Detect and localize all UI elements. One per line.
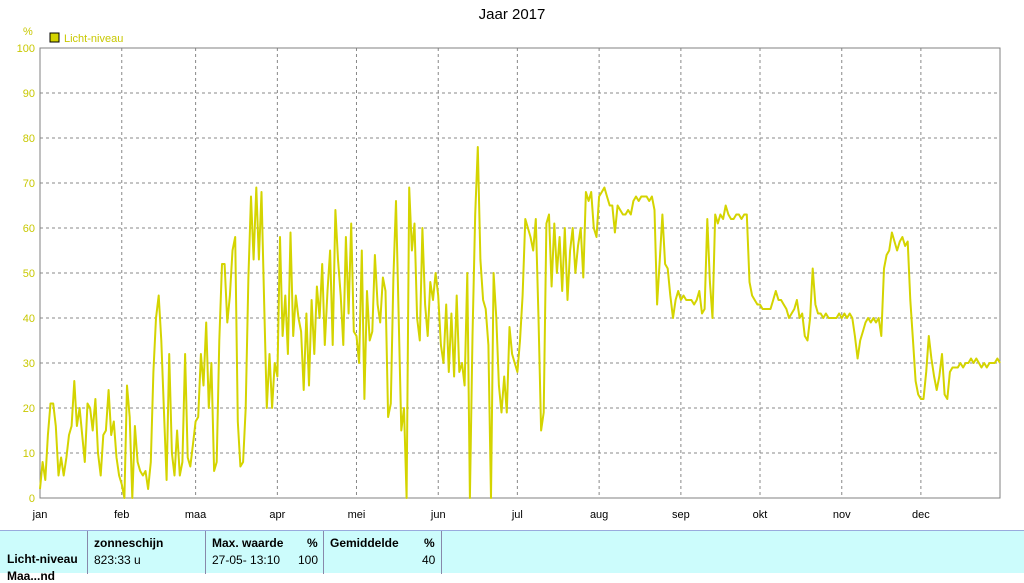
y-tick-label: 80	[23, 133, 35, 145]
legend-label: Licht-niveau	[64, 33, 123, 45]
x-tick-label-jun: jun	[430, 509, 446, 521]
avg-value: 40	[422, 553, 436, 567]
summary-row-label: Licht-niveau	[7, 552, 78, 566]
chart-title: Jaar 2017	[478, 6, 546, 23]
summary-table: Licht-niveau Maa...nd zonneschijn 823:33…	[0, 530, 1024, 583]
summary-row-label-2: Maa...nd	[7, 569, 56, 583]
sunshine-header: zonneschijn	[94, 536, 164, 550]
y-tick-label: 30	[23, 358, 35, 370]
y-tick-label: 90	[23, 88, 35, 100]
x-tick-label-sep: sep	[672, 509, 690, 521]
max-date: 27-05- 13:10	[212, 553, 281, 567]
x-tick-label-jul: jul	[511, 509, 523, 521]
y-tick-labels: 0 10 20 30 40 50 60 70 80 90 100	[17, 43, 35, 505]
x-tick-label-maa: maa	[185, 509, 207, 521]
x-tick-label-aug: aug	[590, 509, 608, 521]
series-line-licht-niveau	[39, 146, 1001, 499]
x-tick-label-mei: mei	[348, 509, 366, 521]
gridlines	[40, 48, 1000, 498]
sunshine-value: 823:33 u	[94, 553, 141, 567]
x-tick-label-nov: nov	[833, 509, 851, 521]
legend: Licht-niveau	[49, 32, 123, 45]
chart-area: 0 10 20 30 40 50 60 70 80 90 100 jan feb maa apr mei ju…	[17, 26, 1001, 521]
avg-cell: Gemiddelde % 40	[324, 531, 442, 574]
y-tick-label: 100	[17, 43, 35, 55]
x-tick-label-jan: jan	[32, 509, 48, 521]
x-tick-label-dec: dec	[912, 509, 930, 521]
max-cell: Max. waarde % 27-05- 13:10 100	[206, 531, 324, 574]
y-tick-label: 10	[23, 448, 35, 460]
sunshine-cell: zonneschijn 823:33 u	[88, 531, 206, 574]
x-tick-labels: jan feb maa apr mei jun jul aug sep okt nov dec	[32, 509, 931, 521]
y-tick-label: 40	[23, 313, 35, 325]
y-tick-label: 50	[23, 268, 35, 280]
y-tick-label: 20	[23, 403, 35, 415]
avg-header: Gemiddelde	[330, 536, 399, 550]
avg-unit: %	[424, 536, 435, 550]
y-tick-label: 70	[23, 178, 35, 190]
y-axis-label: %	[23, 26, 33, 38]
max-value: 100	[298, 553, 319, 567]
y-tick-label: 60	[23, 223, 35, 235]
plot-frame	[39, 47, 1001, 499]
y-tick-label: 0	[29, 493, 35, 505]
x-tick-label-okt: okt	[753, 509, 768, 521]
legend-swatch	[49, 32, 60, 43]
max-unit: %	[307, 536, 318, 550]
x-tick-label-feb: feb	[114, 509, 129, 521]
summary-row-label-cell: Licht-niveau Maa...nd	[0, 531, 88, 583]
max-header: Max. waarde	[212, 536, 284, 550]
x-tick-label-apr: apr	[269, 509, 285, 521]
